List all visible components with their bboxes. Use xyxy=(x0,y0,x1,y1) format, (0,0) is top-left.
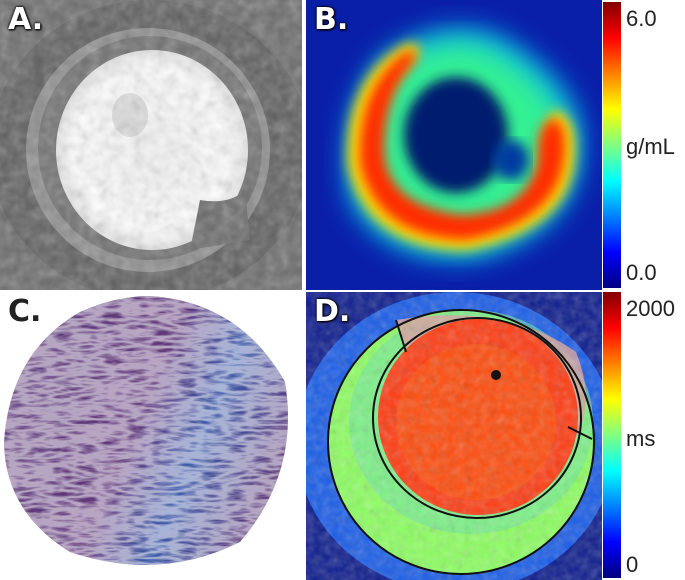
panel-d-t1-map: D. xyxy=(306,292,602,580)
panel-a-mri-image: A. xyxy=(0,0,302,290)
colorbar-d-unit: ms xyxy=(626,426,656,451)
colorbar-b xyxy=(603,2,621,288)
panel-d-label: D. xyxy=(314,294,351,329)
colorbar-b-min: 0.0 xyxy=(626,260,657,285)
colorbar-d-max: 2000 xyxy=(626,296,675,321)
panel-c-histology-image: C. xyxy=(0,292,302,580)
colorbar-b-unit: g/mL xyxy=(626,134,675,159)
panel-d-image xyxy=(306,292,602,580)
panel-c-label: C. xyxy=(8,294,42,329)
colorbar-b-max: 6.0 xyxy=(626,6,657,31)
panel-b-image xyxy=(306,0,602,290)
panel-a-label: A. xyxy=(8,2,44,37)
panel-b-label: B. xyxy=(314,2,349,37)
panel-b-density-map: B. xyxy=(306,0,602,290)
panel-a-image xyxy=(0,0,302,290)
panel-c-image xyxy=(4,296,288,565)
colorbar-d xyxy=(603,292,621,578)
colorbar-d-min: 0 xyxy=(626,552,639,577)
